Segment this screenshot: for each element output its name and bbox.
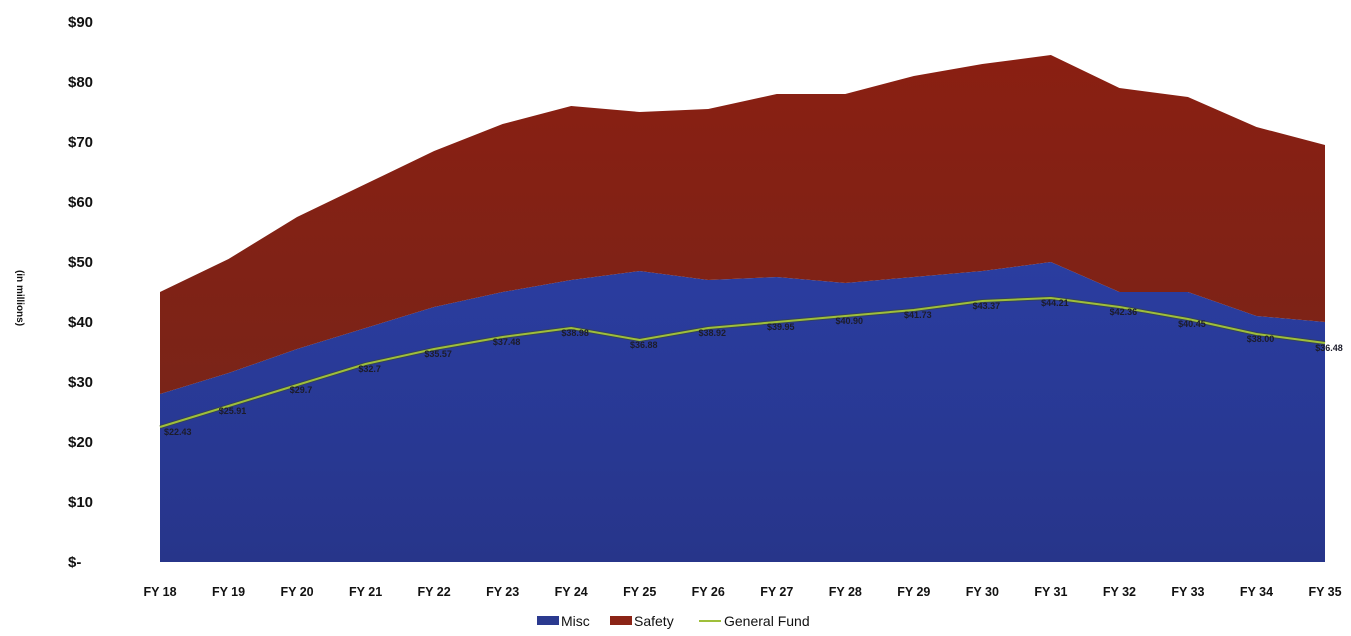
y-tick-label: $- <box>68 554 81 571</box>
legend-label-misc: Misc <box>561 613 590 629</box>
y-tick-label: $40 <box>68 314 93 331</box>
general-fund-data-label: $32.7 <box>358 364 381 374</box>
x-tick-label: FY 35 <box>1308 585 1341 599</box>
general-fund-data-label: $43.37 <box>973 301 1001 311</box>
general-fund-data-label: $41.73 <box>904 310 932 320</box>
x-tick-label: FY 29 <box>897 585 930 599</box>
x-tick-label: FY 22 <box>418 585 451 599</box>
x-tick-label: FY 21 <box>349 585 382 599</box>
y-tick-label: $20 <box>68 434 93 451</box>
x-tick-label: FY 32 <box>1103 585 1136 599</box>
general-fund-data-label: $22.43 <box>164 427 192 437</box>
y-tick-label: $60 <box>68 194 93 211</box>
x-tick-label: FY 23 <box>486 585 519 599</box>
x-tick-label: FY 31 <box>1034 585 1067 599</box>
y-tick-label: $50 <box>68 254 93 271</box>
legend-label-general-fund: General Fund <box>724 613 810 629</box>
general-fund-data-label: $37.48 <box>493 337 521 347</box>
general-fund-line <box>159 296 1326 428</box>
general-fund-line-layer <box>159 295 1326 429</box>
area-layer <box>160 55 1325 562</box>
safety-area <box>160 55 1325 394</box>
general-fund-data-label: $44.21 <box>1041 298 1069 308</box>
general-fund-data-label: $38.92 <box>698 328 726 338</box>
x-tick-label: FY 30 <box>966 585 999 599</box>
y-axis-ticks: $- $10 $20 $30 $40 $50 $60 $70 $80 $90 <box>68 14 93 571</box>
general-fund-data-label: $40.45 <box>1178 319 1206 329</box>
x-tick-label: FY 26 <box>692 585 725 599</box>
general-fund-data-label: $35.57 <box>424 349 452 359</box>
y-tick-label: $10 <box>68 494 93 511</box>
legend-label-safety: Safety <box>634 613 674 629</box>
x-tick-label: FY 34 <box>1240 585 1273 599</box>
x-tick-label: FY 19 <box>212 585 245 599</box>
general-fund-data-label: $40.90 <box>836 316 864 326</box>
y-tick-label: $90 <box>68 14 93 31</box>
general-fund-data-label: $29.7 <box>290 385 313 395</box>
x-tick-label: FY 27 <box>760 585 793 599</box>
x-tick-label: FY 20 <box>280 585 313 599</box>
legend: Misc Safety General Fund <box>537 613 810 629</box>
general-fund-data-label: $38.00 <box>1247 334 1275 344</box>
legend-swatch-safety <box>610 616 632 625</box>
y-tick-label: $80 <box>68 74 93 91</box>
general-fund-data-label: $38.98 <box>561 328 589 338</box>
general-fund-data-label: $39.95 <box>767 322 795 332</box>
y-axis-label: (in millions) <box>14 270 25 326</box>
general-fund-data-label: $42.36 <box>1110 307 1138 317</box>
x-tick-label: FY 24 <box>555 585 588 599</box>
x-tick-label: FY 33 <box>1171 585 1204 599</box>
x-axis-ticks: FY 18 FY 19 FY 20 FY 21 FY 22 FY 23 FY 24 FY 25… <box>143 585 1341 599</box>
legend-swatch-misc <box>537 616 559 625</box>
y-tick-label: $30 <box>68 374 93 391</box>
y-tick-label: $70 <box>68 134 93 151</box>
x-tick-label: FY 18 <box>143 585 176 599</box>
general-fund-data-label: $25.91 <box>219 406 247 416</box>
general-fund-data-label: $36.88 <box>630 340 658 350</box>
general-fund-data-label: $36.48 <box>1315 343 1343 353</box>
data-label-layer: $22.43 $25.91 $29.7 $32.7 $35.57 $37.48 $38.98… <box>164 298 1343 437</box>
misc-area <box>160 262 1325 562</box>
x-tick-label: FY 28 <box>829 585 862 599</box>
x-tick-label: FY 25 <box>623 585 656 599</box>
